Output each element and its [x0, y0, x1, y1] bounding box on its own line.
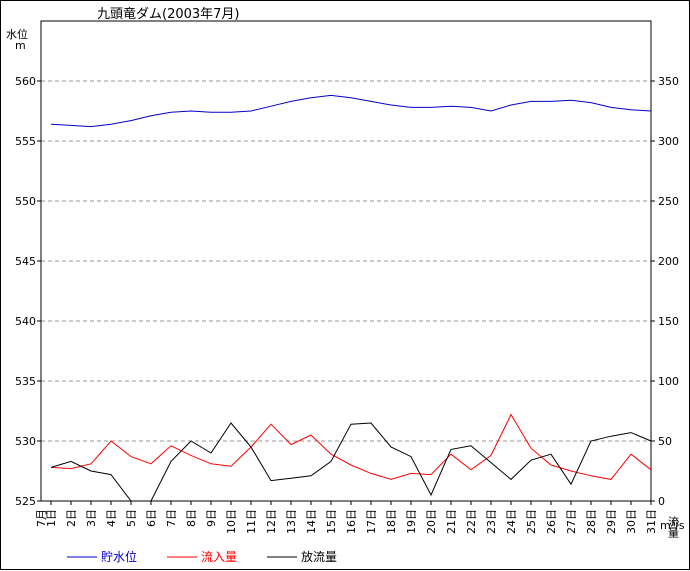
x-axis-tick-label: 2日: [65, 509, 78, 527]
x-axis-tick-label: 8日: [185, 509, 198, 527]
x-axis-tick-label: 6日: [145, 509, 158, 527]
x-axis-tick-label: 19日: [405, 509, 418, 534]
legend-label: 貯水位: [101, 549, 137, 564]
legend: 貯水位 流入量 放流量: [67, 549, 337, 564]
x-axis-tick-label: 21日: [445, 509, 458, 534]
legend-label: 放流量: [301, 549, 337, 564]
chart-title: 九頭竜ダム(2003年7月): [97, 7, 240, 22]
left-axis-tick-label: 560: [15, 75, 36, 88]
x-axis-tick-label: 3日: [85, 509, 98, 527]
series-line-流入量: [50, 413, 652, 480]
x-axis-tick-label: 16日: [345, 509, 358, 534]
x-axis-tick-label: 5日: [125, 509, 138, 527]
x-axis-tick-label: 11日: [245, 509, 258, 534]
right-axis-tick-label: 350: [658, 75, 679, 88]
x-axis-tick-label: 13日: [285, 509, 298, 534]
right-axis-tick-label: 50: [658, 435, 672, 448]
right-axis-tick-label: 300: [658, 135, 679, 148]
series-line-貯水位: [50, 94, 652, 128]
series-line-放流量: [50, 422, 652, 502]
right-axis-tick-label: 200: [658, 255, 679, 268]
x-axis-tick-label: 25日: [525, 509, 538, 534]
x-axis-tick-label: 1日: [45, 509, 58, 527]
right-axis-tick-label: 0: [658, 495, 665, 508]
right-axis-tick-label: 100: [658, 375, 679, 388]
x-axis-tick-label: 20日: [425, 509, 438, 534]
left-axis-title-line2: m: [15, 39, 26, 52]
right-axis-tick-label: 150: [658, 315, 679, 328]
left-axis-tick-label: 555: [15, 135, 36, 148]
x-axis-tick-label: 9日: [205, 509, 218, 527]
x-axis-tick-label: 30日: [625, 509, 638, 534]
x-axis-tick-label: 10日: [225, 509, 238, 534]
legend-label: 流入量: [201, 550, 237, 564]
left-axis-tick-label: 540: [15, 315, 36, 328]
left-axis-title-line1: 水位: [6, 27, 28, 41]
left-axis-tick-label: 530: [15, 435, 36, 448]
x-axis-tick-label: 15日: [325, 509, 338, 534]
x-axis-tick-label: 18日: [385, 509, 398, 534]
left-axis-tick-label: 550: [15, 195, 36, 208]
x-axis-tick-label: 12日: [265, 509, 278, 534]
x-axis-tick-label: 28日: [585, 509, 598, 534]
plot-area: 525 530 535 540 545 550 555 560 0 50 100 150 200 250 3…: [15, 20, 685, 538]
x-axis-tick-label: 14日: [305, 509, 318, 534]
x-axis-tick-label: 31日: [645, 509, 658, 534]
x-axis-tick-label: 7日: [165, 509, 178, 527]
x-axis-tick-label: 24日: [505, 509, 518, 534]
right-axis-title-line2: m³/s: [660, 519, 685, 532]
x-axis-tick-label: 4日: [105, 509, 118, 527]
left-axis-tick-label: 545: [15, 255, 36, 268]
left-axis-tick-label: 535: [15, 375, 36, 388]
left-axis-tick-label: 525: [15, 495, 36, 508]
right-axis-title-line1: 流量: [667, 515, 680, 538]
x-axis-tick-label: 22日: [465, 509, 478, 534]
right-axis-tick-label: 250: [658, 195, 679, 208]
x-axis-tick-label: 27日: [565, 509, 578, 534]
x-axis-tick-label: 23日: [485, 509, 498, 534]
x-axis-tick-label: 26日: [545, 509, 558, 534]
x-axis-tick-label: 17日: [365, 509, 378, 534]
x-axis-tick-label: 29日: [605, 509, 618, 534]
x-axis-month-label: 7月: [35, 509, 48, 527]
